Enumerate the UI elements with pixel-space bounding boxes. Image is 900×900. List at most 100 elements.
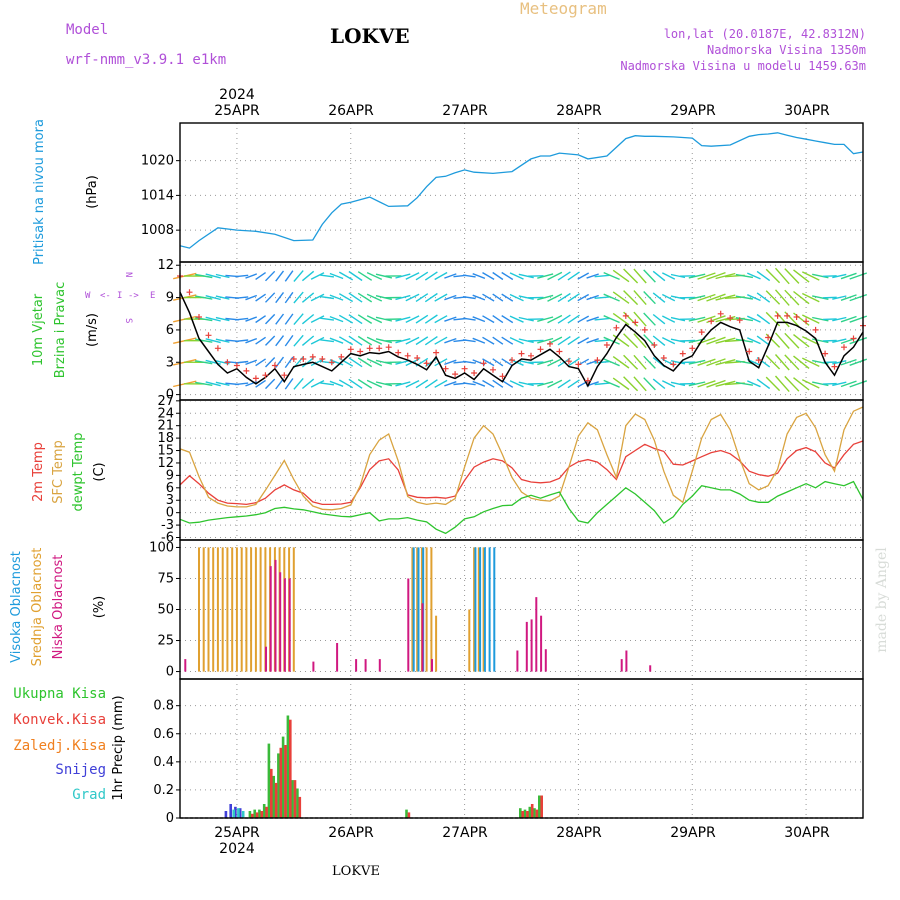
wind-arrow [235,296,249,299]
wind-arrow [472,294,486,301]
wind-arrow [603,379,620,388]
wind-arrow [670,295,686,300]
wind-arrow [652,313,666,325]
wind-arrow [444,337,457,344]
compass-right-arrow: -> [128,291,139,301]
wind-arrow [415,379,429,389]
wind-arrow [840,294,857,301]
wind-arrow [338,336,354,346]
wind-arrow [577,315,590,323]
top-date-label: 28APR [556,103,602,119]
wind-compass: W <- I -> E N S [85,272,155,323]
y-tick-label: 0 [166,388,174,403]
gust-marker [584,377,591,384]
wind-arrow [697,315,716,323]
precip-panel: 0 0.2 0.4 0.6 0.8 [153,679,863,826]
wind-arrow [275,270,285,282]
gust-marker [509,357,515,364]
gust-marker [196,314,202,320]
precip-bar-conv [284,745,287,818]
wind-arrow [366,379,383,388]
wind-arrow [801,379,820,389]
wind-arrow [195,360,213,365]
wind-arrow [301,313,315,325]
wind-arrow [518,295,534,300]
wind-arrow [375,295,393,301]
bottom-date-label: 30APR [784,825,830,841]
pressure-line-slp [179,132,864,249]
precip-bar-conv [293,780,297,818]
y-tick-label: 75 [157,571,174,586]
wind-arrow [415,271,429,281]
gust-marker [822,350,829,357]
wind-arrow [329,272,344,280]
wind-arrow [492,379,504,388]
wind-arrow [405,315,420,324]
y-tick-label: 0.8 [153,699,174,714]
wind-arrow [688,273,706,279]
precip-legend-conv: Konvek.Kisa [13,712,106,728]
wind-arrow [205,316,221,322]
precip-bar-snow [238,808,242,818]
wind-arrow [424,336,438,346]
wind-arrow [284,378,294,390]
wind-arrow [706,271,726,281]
watermark: made by Angel [874,547,890,653]
precip-bar-total [519,808,522,818]
wind-arrow [670,316,686,322]
wind-arrow [329,315,344,323]
wind-arrow [415,314,429,324]
wind-arrow [215,316,230,322]
bottom-date-label: 28APR [556,825,602,841]
y-tick-label: -3 [161,518,174,533]
wind-arrow [293,377,304,390]
wind-arrow [255,379,266,388]
wind-arrow [338,293,354,303]
temperature-line-sfc [179,406,864,511]
wind-arrow [840,358,857,366]
wind-arrow [756,378,771,390]
gust-marker [556,348,563,355]
wind-arrow [472,380,486,387]
gust-marker [746,348,753,355]
gust-marker [442,365,449,372]
wind-arrow [812,273,829,279]
wind-arrow [793,355,810,369]
wind-arrow [784,332,800,349]
wind-arrow [462,296,476,300]
wind-arrow [688,381,706,387]
top-date-label: 27APR [442,103,488,119]
gust-marker [452,371,459,378]
gust-marker [803,318,810,325]
wind-arrow [424,271,438,281]
wind-arrow [509,380,524,388]
gust-marker [233,362,240,369]
wind-arrow [310,379,325,388]
wind-arrow [366,315,383,324]
wind-arrow [472,316,486,323]
wind-arrow [375,381,393,387]
wind-arrow [264,270,276,282]
gust-marker [547,340,553,347]
wind-arrow [255,293,266,302]
wind-arrow [612,334,630,347]
wind-arrow [849,293,868,302]
gust-marker [480,360,487,367]
top-date-axis: 2024 25APR 26APR 27APR 28APR 29APR 30APR [214,87,830,119]
y-tick-label: 0 [166,506,174,521]
wind-arrow [670,381,686,387]
wind-arrow [395,294,411,301]
wind-arrow [747,337,761,345]
top-date-label: 26APR [328,103,374,119]
wind-arrow [415,293,429,302]
wind-arrow [301,292,315,303]
wind-arrow [567,271,580,281]
gust-marker [252,375,259,382]
wind-arrow [245,316,258,322]
wind-arrow [670,360,686,365]
wind-arrow [462,382,476,386]
wind-arrow [594,296,610,299]
gust-marker [214,345,221,352]
gust-marker [528,352,534,359]
wind-arrow [205,273,221,279]
